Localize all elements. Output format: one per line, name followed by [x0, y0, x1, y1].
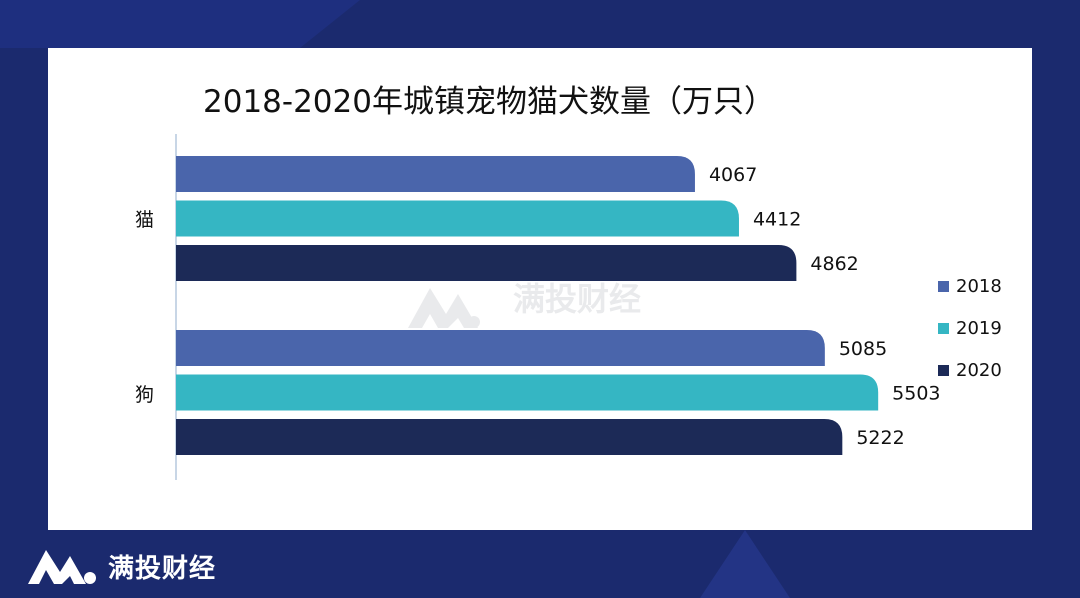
bar-dog-2020 — [176, 419, 843, 455]
brand-footer: 满投财经 — [26, 545, 216, 587]
bar-cat-2020 — [176, 245, 797, 281]
watermark: 满投财经 — [408, 280, 641, 328]
legend-swatch-2018 — [938, 281, 949, 292]
brand-name: 满投财经 — [108, 553, 217, 584]
data-label-dog-2020: 5222 — [856, 427, 904, 449]
chart-title: 2018-2020年城镇宠物猫犬数量（万只） — [203, 84, 775, 120]
category-label-cat: 猫 — [135, 209, 154, 231]
legend-swatch-2020 — [938, 365, 949, 376]
brand-logo-icon — [28, 550, 96, 584]
legend-label-2018: 2018 — [956, 276, 1002, 297]
bars-group: 4067 4412 4862 5085 5503 5222 — [176, 156, 941, 455]
bar-dog-2018 — [176, 330, 825, 366]
bar-cat-2019 — [176, 200, 739, 237]
watermark-logo-icon — [408, 288, 480, 328]
category-label-dog: 狗 — [135, 384, 154, 406]
bar-chart: 满投财经 2018-2020年城镇宠物猫犬数量（万只） 猫 狗 4067 4412… — [135, 84, 1002, 480]
bar-cat-2018 — [176, 156, 695, 192]
data-label-cat-2020: 4862 — [810, 253, 858, 275]
legend: 2018 2019 2020 — [938, 276, 1002, 381]
data-label-cat-2019: 4412 — [753, 209, 801, 231]
bar-dog-2019 — [176, 374, 879, 411]
legend-label-2020: 2020 — [956, 360, 1002, 381]
chart-card: 满投财经 2018-2020年城镇宠物猫犬数量（万只） 猫 狗 4067 4412… — [48, 48, 1032, 530]
data-label-dog-2019: 5503 — [892, 383, 940, 405]
legend-swatch-2019 — [938, 323, 949, 334]
watermark-text: 满投财经 — [513, 280, 641, 318]
data-label-cat-2018: 4067 — [709, 164, 757, 186]
legend-label-2019: 2019 — [956, 318, 1002, 339]
data-label-dog-2018: 5085 — [839, 338, 887, 360]
